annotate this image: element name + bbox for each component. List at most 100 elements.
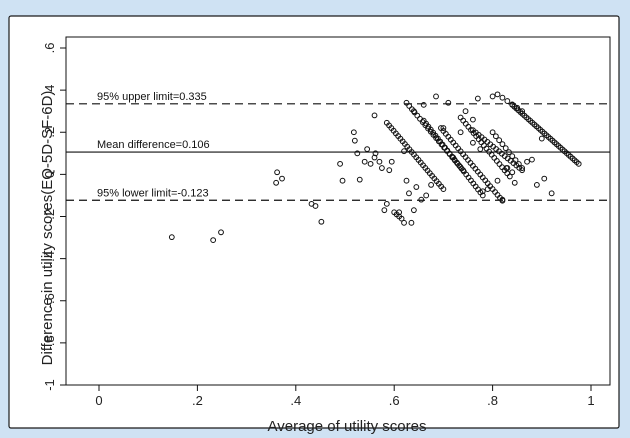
data-point bbox=[506, 173, 513, 180]
lower-reference-label: 95% lower limit=-0.123 bbox=[97, 187, 209, 199]
data-point bbox=[474, 95, 481, 102]
reference-line-labels: 95% upper limit=0.335 Mean difference=0.1… bbox=[97, 91, 210, 199]
x-tick-label: .8 bbox=[487, 393, 498, 408]
data-point bbox=[418, 196, 425, 203]
y-tick-label: -.8 bbox=[42, 335, 57, 350]
y-tick-label: -.4 bbox=[42, 251, 57, 266]
data-point bbox=[479, 192, 486, 199]
data-point bbox=[279, 175, 285, 182]
data-point bbox=[433, 93, 439, 100]
data-point bbox=[364, 146, 371, 153]
data-point bbox=[533, 182, 540, 188]
data-point bbox=[403, 177, 410, 184]
data-point bbox=[371, 112, 378, 119]
data-point bbox=[371, 154, 378, 161]
data-point bbox=[388, 158, 395, 165]
data-point bbox=[408, 219, 415, 226]
data-point bbox=[529, 156, 535, 163]
data-point bbox=[519, 108, 526, 115]
x-tick-label: .4 bbox=[290, 393, 301, 408]
data-point bbox=[506, 149, 512, 156]
data-point bbox=[575, 160, 582, 167]
data-point bbox=[470, 139, 476, 146]
data-point bbox=[398, 215, 405, 222]
data-point bbox=[440, 186, 447, 193]
data-point bbox=[502, 145, 509, 152]
data-point bbox=[401, 148, 407, 155]
data-point bbox=[273, 179, 280, 186]
data-point bbox=[274, 169, 281, 176]
data-point bbox=[499, 94, 506, 101]
data-point bbox=[367, 160, 374, 167]
data-point bbox=[519, 165, 526, 171]
data-point bbox=[423, 192, 430, 199]
x-tick-label: 0 bbox=[95, 393, 102, 408]
data-point bbox=[386, 167, 393, 174]
x-tick-label: 1 bbox=[587, 393, 594, 408]
y-axis-title: Difference in utility scores(EQ-5D-SF-6D… bbox=[39, 91, 56, 366]
data-point bbox=[401, 219, 407, 226]
y-tick-label: 0 bbox=[42, 171, 57, 178]
data-point bbox=[538, 135, 545, 142]
data-point bbox=[489, 129, 496, 136]
data-point bbox=[519, 167, 526, 174]
data-point bbox=[379, 165, 385, 171]
data-point bbox=[524, 158, 530, 165]
data-point bbox=[496, 137, 503, 144]
data-point bbox=[499, 197, 506, 204]
data-point bbox=[318, 218, 325, 225]
y-tick-label: -1 bbox=[42, 379, 57, 391]
data-point bbox=[428, 182, 435, 188]
data-point bbox=[489, 93, 496, 100]
plot-area bbox=[65, 36, 611, 386]
data-point bbox=[350, 129, 357, 136]
data-point bbox=[406, 190, 412, 197]
data-point bbox=[541, 175, 548, 182]
data-point bbox=[504, 98, 511, 104]
x-tick-label: .2 bbox=[192, 393, 203, 408]
data-point bbox=[512, 157, 519, 163]
data-point bbox=[511, 179, 518, 186]
data-point bbox=[514, 104, 521, 111]
data-point bbox=[420, 101, 427, 108]
data-point bbox=[462, 108, 469, 115]
upper-reference-label: 95% upper limit=0.335 bbox=[97, 91, 207, 103]
mean-reference-label: Mean difference=0.106 bbox=[97, 139, 210, 151]
y-tick-label: -.6 bbox=[42, 293, 57, 308]
data-point bbox=[494, 177, 501, 184]
data-point bbox=[351, 137, 358, 144]
data-point bbox=[494, 91, 501, 98]
data-point bbox=[509, 153, 516, 160]
data-point bbox=[492, 133, 499, 140]
data-point bbox=[470, 116, 476, 123]
data-point bbox=[515, 161, 522, 167]
data-point bbox=[312, 203, 319, 209]
data-point bbox=[477, 146, 484, 153]
y-tick-label: .4 bbox=[42, 85, 57, 96]
data-point bbox=[457, 129, 464, 136]
data-point bbox=[440, 125, 447, 131]
data-points bbox=[168, 91, 582, 243]
y-tick-label: .2 bbox=[42, 127, 57, 138]
data-point bbox=[210, 237, 217, 243]
data-point bbox=[548, 190, 555, 197]
data-point bbox=[383, 200, 390, 207]
axes: 0 .2 .4 .6 .8 1 .6 .4 .2 0 -.2 -.4 -.6 -.8 -1 bbox=[42, 43, 595, 408]
y-tick-label: -.2 bbox=[42, 209, 57, 224]
data-point bbox=[354, 150, 361, 157]
data-point bbox=[356, 176, 363, 183]
data-point bbox=[509, 101, 516, 108]
data-point bbox=[337, 160, 343, 167]
x-axis-title: Average of utility scores bbox=[268, 418, 427, 435]
data-point bbox=[381, 207, 388, 214]
data-point bbox=[339, 177, 346, 184]
x-tick-label: .6 bbox=[389, 393, 400, 408]
data-point bbox=[445, 99, 452, 106]
data-point bbox=[361, 158, 368, 165]
reference-lines bbox=[66, 103, 610, 201]
y-tick-label: .6 bbox=[42, 43, 57, 54]
data-point bbox=[218, 229, 224, 236]
data-point bbox=[413, 184, 420, 190]
